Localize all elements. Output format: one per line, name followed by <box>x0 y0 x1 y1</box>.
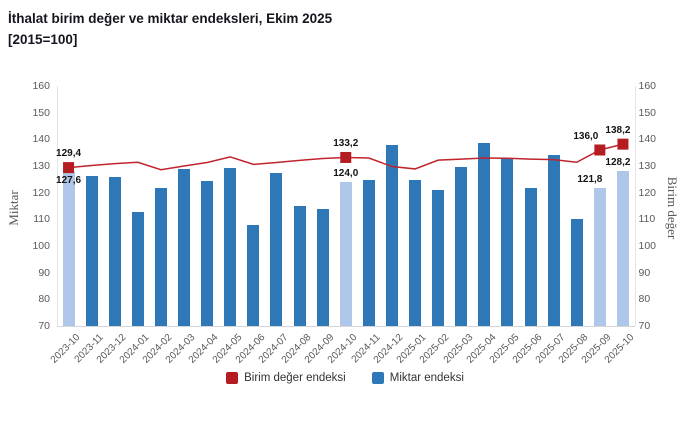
y-axis-title-left: Miktar <box>6 190 21 226</box>
data-label-bar-2025-10: 128,2 <box>605 156 631 168</box>
right-axis-line <box>634 86 636 326</box>
bar-2025-02[interactable] <box>432 190 445 326</box>
y-tick-right-100: 100 <box>638 240 657 252</box>
legend-label-birim-deger: Birim değer endeksi <box>244 372 346 384</box>
line-marker-2025-09[interactable] <box>594 144 606 156</box>
chart-title: İthalat birim değer ve miktar endeksleri… <box>8 8 332 50</box>
y-tick-left-140: 140 <box>32 133 50 146</box>
left-axis-line <box>57 86 58 326</box>
y-tick-right-110: 110 <box>638 213 656 226</box>
bar-2025-04[interactable] <box>478 143 491 326</box>
data-label-line-2025-09: 136,0 <box>573 130 599 142</box>
y-tick-left-150: 150 <box>32 106 50 119</box>
y-tick-right-140: 140 <box>638 133 657 146</box>
chart-title-line1: İthalat birim değer ve miktar endeksleri… <box>8 11 333 26</box>
bar-2023-10[interactable] <box>62 172 75 326</box>
bar-2025-09[interactable] <box>593 187 606 326</box>
chart-title-line2: [2015=100] <box>8 32 78 47</box>
y-axis-title-right: Birim değer <box>665 176 680 240</box>
y-tick-right-90: 90 <box>638 266 651 279</box>
data-label-line-2024-10: 133,2 <box>333 137 359 149</box>
y-tick-left-80: 80 <box>38 293 50 306</box>
bar-2024-06[interactable] <box>247 224 260 326</box>
bar-2024-01[interactable] <box>131 211 144 326</box>
y-tick-right-120: 120 <box>638 186 657 199</box>
y-tick-left-160: 160 <box>32 80 50 92</box>
y-tick-right-130: 130 <box>638 160 657 172</box>
legend-swatch-red-icon <box>226 372 239 384</box>
y-tick-left-120: 120 <box>32 186 50 199</box>
y-tick-left-130: 130 <box>32 160 50 172</box>
y-tick-left-70: 70 <box>38 320 50 332</box>
legend-label-miktar: Miktar endeksi <box>389 372 464 384</box>
bar-2024-12[interactable] <box>385 144 398 326</box>
bar-2024-10[interactable] <box>339 182 352 326</box>
bar-2025-05[interactable] <box>501 158 514 326</box>
bar-2025-03[interactable] <box>455 166 468 326</box>
bar-2024-11[interactable] <box>362 179 375 326</box>
data-label-bar-2023-10: 127,6 <box>56 175 82 187</box>
y-tick-right-80: 80 <box>638 293 651 306</box>
data-label-line-2025-10: 138,2 <box>605 124 631 136</box>
data-label-bar-2024-10: 124,0 <box>333 168 359 179</box>
bar-2024-03[interactable] <box>178 169 191 326</box>
bar-2024-05[interactable] <box>224 168 237 326</box>
bar-2023-12[interactable] <box>108 176 121 326</box>
bar-2024-07[interactable] <box>270 173 283 326</box>
bar-2025-01[interactable] <box>409 180 422 326</box>
y-tick-left-90: 90 <box>38 266 50 279</box>
legend: Birim değer endeksi Miktar endeksi <box>0 372 690 384</box>
line-marker-2024-10[interactable] <box>340 151 352 163</box>
bar-2025-06[interactable] <box>524 188 537 326</box>
data-label-bar-2025-09: 121,8 <box>577 173 603 185</box>
bar-2025-08[interactable] <box>570 219 583 326</box>
y-tick-left-110: 110 <box>33 213 50 226</box>
bar-2024-02[interactable] <box>154 188 167 326</box>
bar-2024-08[interactable] <box>293 206 306 326</box>
legend-swatch-blue-icon <box>371 372 384 384</box>
bar-2025-07[interactable] <box>547 155 560 326</box>
bar-2025-10[interactable] <box>616 170 629 326</box>
bar-2024-09[interactable] <box>316 208 329 326</box>
bar-2024-04[interactable] <box>201 180 214 326</box>
bar-2023-11[interactable] <box>85 175 98 326</box>
y-tick-right-150: 150 <box>638 106 657 119</box>
y-tick-right-160: 160 <box>638 80 657 92</box>
legend-item-birim-deger-endeksi[interactable]: Birim değer endeksi <box>226 372 346 384</box>
x-axis-line <box>57 326 635 327</box>
y-tick-left-100: 100 <box>32 240 50 252</box>
legend-item-miktar-endeksi[interactable]: Miktar endeksi <box>371 372 464 384</box>
line-marker-2025-10[interactable] <box>617 138 629 150</box>
data-label-line-2023-10: 129,4 <box>56 148 82 160</box>
y-tick-right-70: 70 <box>638 320 651 332</box>
